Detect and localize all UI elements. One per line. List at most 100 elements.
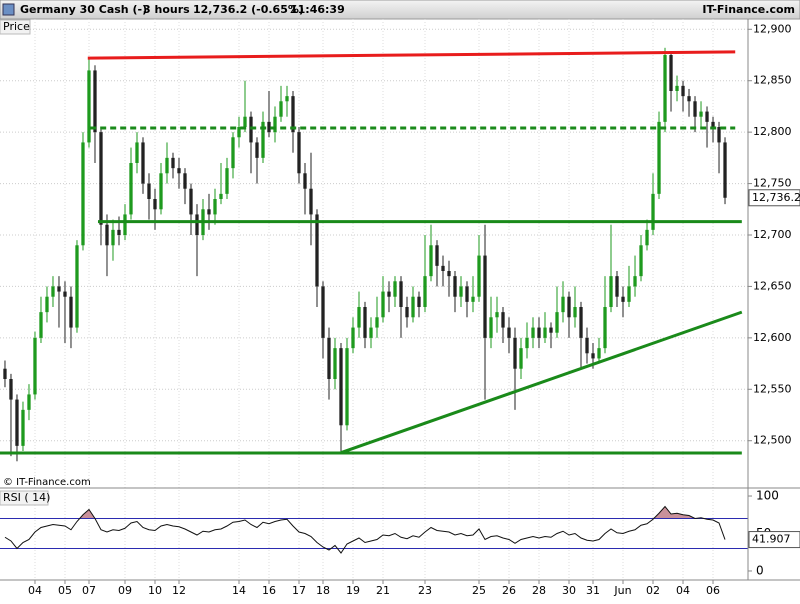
candle-body bbox=[93, 70, 97, 133]
candle-body bbox=[135, 142, 139, 163]
y-tick-label: 100 bbox=[756, 489, 779, 503]
candle-body bbox=[675, 85, 679, 91]
candle-body bbox=[159, 173, 163, 210]
candle-body bbox=[309, 188, 313, 215]
candle-body bbox=[45, 296, 49, 313]
menu-icon[interactable] bbox=[2, 3, 15, 16]
candle-body bbox=[453, 276, 457, 297]
candle-body bbox=[615, 276, 619, 297]
candle-body bbox=[303, 173, 307, 189]
x-tick-label: 09 bbox=[118, 584, 132, 597]
y-tick-label: 12,850 bbox=[753, 74, 792, 87]
candle-body bbox=[57, 286, 61, 292]
candle-body bbox=[375, 317, 379, 328]
candle-body bbox=[711, 121, 715, 127]
rsi-line bbox=[4, 505, 726, 554]
candle-body bbox=[543, 327, 547, 338]
candle-body bbox=[69, 296, 73, 328]
candle-body bbox=[75, 245, 79, 328]
candle-body bbox=[525, 337, 529, 349]
candle-body bbox=[327, 337, 331, 379]
candle-body bbox=[339, 348, 343, 426]
price-label-box bbox=[0, 19, 31, 35]
candle-body bbox=[441, 265, 445, 271]
candle-body bbox=[573, 307, 577, 318]
candle-body bbox=[477, 255, 481, 297]
candle-body bbox=[459, 286, 463, 297]
x-tick-label: 04 bbox=[676, 584, 690, 597]
candle-body bbox=[489, 317, 493, 338]
x-tick-label: 14 bbox=[232, 584, 246, 597]
candle-body bbox=[363, 307, 367, 338]
candle-body bbox=[243, 116, 247, 127]
candle-body bbox=[51, 286, 55, 297]
candle-body bbox=[723, 142, 727, 198]
candle-body bbox=[3, 368, 7, 379]
candle-body bbox=[87, 70, 91, 143]
candle-body bbox=[435, 245, 439, 266]
candle-body bbox=[105, 224, 109, 246]
x-tick-label: 19 bbox=[346, 584, 360, 597]
x-tick-label: 21 bbox=[376, 584, 390, 597]
last-value-label: 41.907 bbox=[752, 533, 791, 546]
candle-body bbox=[351, 327, 355, 349]
x-tick-label: 25 bbox=[472, 584, 486, 597]
y-tick-label: 12,600 bbox=[753, 331, 792, 344]
candle-body bbox=[141, 142, 145, 184]
candle-body bbox=[129, 163, 133, 215]
candle-body bbox=[705, 111, 709, 122]
y-tick-label: 12,800 bbox=[753, 125, 792, 138]
candle-body bbox=[285, 96, 289, 102]
price-label: Price bbox=[3, 20, 30, 33]
candle-body bbox=[273, 116, 277, 133]
x-tick-label: 28 bbox=[532, 584, 546, 597]
candle-body bbox=[387, 291, 391, 297]
last-price-label: 12,736.2 bbox=[752, 191, 800, 204]
candle-body bbox=[717, 127, 721, 143]
candle-body bbox=[171, 157, 175, 169]
y-tick-label: 12,500 bbox=[753, 434, 792, 447]
candle-body bbox=[249, 116, 253, 143]
candle-body bbox=[297, 132, 301, 174]
candle-body bbox=[639, 245, 643, 277]
x-tick-label: 30 bbox=[562, 584, 576, 597]
y-tick-label: 12,650 bbox=[753, 279, 792, 292]
x-tick-label: 16 bbox=[262, 584, 276, 597]
candle-body bbox=[417, 296, 421, 307]
candle-body bbox=[279, 101, 283, 117]
candle-body bbox=[555, 312, 559, 333]
x-tick-label: 02 bbox=[646, 584, 660, 597]
site: IT-Finance.com bbox=[702, 3, 795, 16]
candle-body bbox=[645, 229, 649, 246]
candle-body bbox=[21, 409, 25, 446]
candle-body bbox=[267, 121, 271, 133]
candle-body bbox=[177, 168, 181, 174]
candle-body bbox=[207, 209, 211, 215]
candle-body bbox=[237, 127, 241, 138]
candle-body bbox=[471, 296, 475, 302]
trend-line bbox=[87, 50, 736, 60]
interval: 3 hours bbox=[143, 3, 190, 16]
candle-body bbox=[483, 255, 487, 338]
y-tick-label: 12,550 bbox=[753, 382, 792, 395]
candle-body bbox=[567, 296, 571, 318]
candle-body bbox=[99, 132, 103, 225]
candle-body bbox=[633, 276, 637, 287]
x-tick-label: 31 bbox=[586, 584, 600, 597]
candle-body bbox=[357, 307, 361, 328]
last-price-box bbox=[748, 189, 800, 207]
time: 11:46:39 bbox=[290, 3, 345, 16]
y-tick-label: 12,700 bbox=[753, 228, 792, 241]
candle-body bbox=[195, 214, 199, 235]
candle-body bbox=[63, 291, 67, 297]
candle-body bbox=[561, 296, 565, 313]
y-tick-label: 12,900 bbox=[753, 22, 792, 35]
candle-body bbox=[681, 85, 685, 97]
candle-body bbox=[657, 121, 661, 194]
candle-body bbox=[369, 327, 373, 338]
candle-body bbox=[591, 353, 595, 359]
x-tick-label: 06 bbox=[706, 584, 720, 597]
instrument: Germany 30 Cash (-) bbox=[20, 3, 147, 16]
candle-body bbox=[423, 276, 427, 307]
candle-body bbox=[603, 307, 607, 349]
